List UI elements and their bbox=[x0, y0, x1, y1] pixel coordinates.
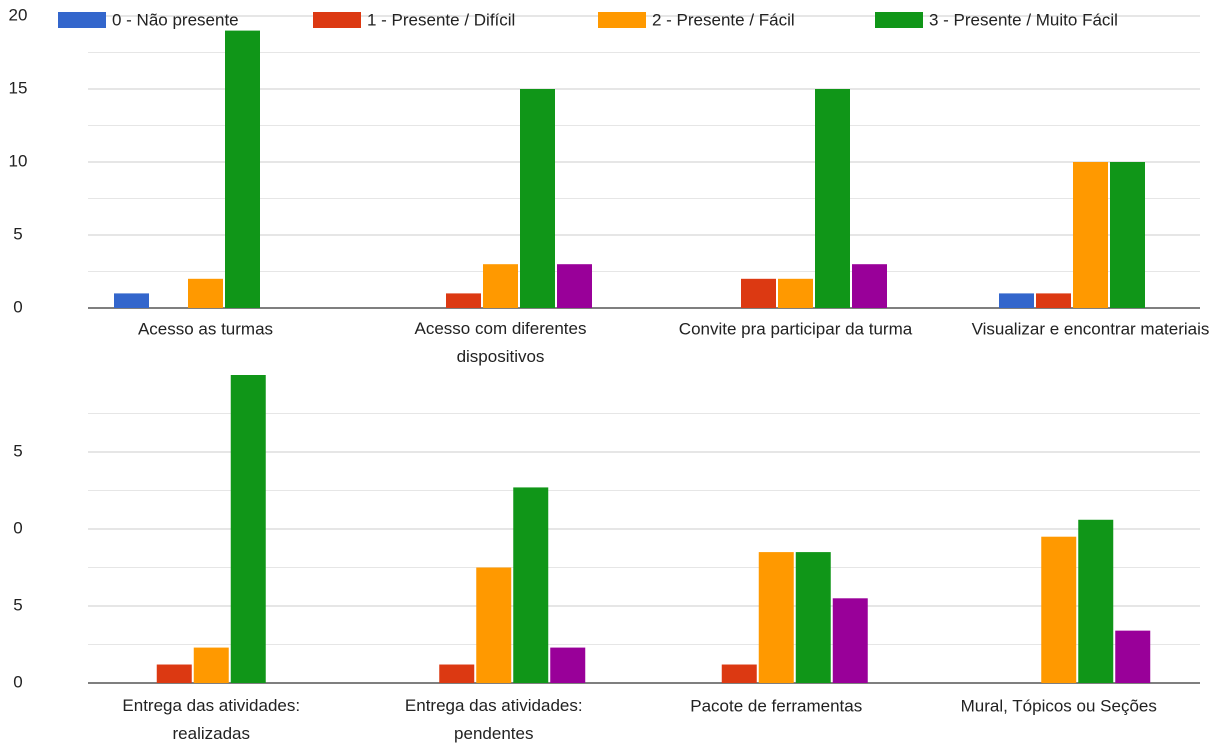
bar bbox=[520, 89, 555, 308]
bar bbox=[446, 293, 481, 308]
legend-swatch bbox=[875, 12, 923, 28]
bar bbox=[439, 664, 475, 683]
bar bbox=[741, 278, 776, 308]
bar bbox=[778, 278, 813, 308]
bar bbox=[513, 487, 549, 683]
bar bbox=[1110, 162, 1145, 308]
bar bbox=[156, 664, 192, 683]
bar bbox=[758, 552, 794, 683]
bar bbox=[1115, 630, 1151, 683]
bar bbox=[557, 264, 592, 308]
y-tick-label: 5 bbox=[13, 595, 22, 614]
x-tick-label: Convite pra participar da turma bbox=[679, 319, 913, 338]
bar bbox=[852, 264, 887, 308]
x-tick-label: Entrega das atividades: pendentes bbox=[405, 696, 583, 743]
x-tick-label: Mural, Tópicos ou Seções bbox=[961, 696, 1157, 715]
y-tick-label: 10 bbox=[9, 151, 28, 170]
y-tick-label: 0 bbox=[13, 672, 22, 691]
bar bbox=[1041, 536, 1077, 683]
bar bbox=[193, 647, 229, 683]
x-tick-label: Entrega das atividades: realizadas bbox=[122, 696, 300, 743]
bar bbox=[721, 664, 757, 683]
bar bbox=[483, 264, 518, 308]
bar bbox=[188, 278, 223, 308]
bar bbox=[476, 567, 512, 683]
legend-swatch bbox=[58, 12, 106, 28]
bar bbox=[832, 598, 868, 683]
legend-label: 2 - Presente / Fácil bbox=[652, 10, 795, 29]
bar bbox=[815, 89, 850, 308]
y-tick-label: 5 bbox=[13, 224, 22, 243]
bar bbox=[114, 293, 149, 308]
y-tick-label: 20 bbox=[9, 5, 28, 24]
bar bbox=[1078, 519, 1114, 683]
x-tick-label: Acesso as turmas bbox=[138, 319, 273, 338]
legend-label: 3 - Presente / Muito Fácil bbox=[929, 10, 1118, 29]
legend-label: 1 - Presente / Difícil bbox=[367, 10, 515, 29]
bar bbox=[225, 30, 260, 308]
y-tick-label: 0 bbox=[13, 518, 22, 537]
legend-swatch bbox=[598, 12, 646, 28]
legend-label: 0 - Não presente bbox=[112, 10, 239, 29]
x-tick-label: Visualizar e encontrar materiais bbox=[972, 319, 1210, 338]
bar bbox=[1073, 162, 1108, 308]
x-tick-label: Acesso com diferentes dispositivos bbox=[415, 319, 587, 366]
bar bbox=[795, 552, 831, 683]
bar bbox=[1036, 293, 1071, 308]
bar bbox=[999, 293, 1034, 308]
bar bbox=[550, 647, 586, 683]
y-tick-label: 5 bbox=[13, 441, 22, 460]
legend-swatch bbox=[313, 12, 361, 28]
y-tick-label: 0 bbox=[13, 297, 22, 316]
y-tick-label: 15 bbox=[9, 78, 28, 97]
bar bbox=[230, 375, 266, 683]
x-tick-label: Pacote de ferramentas bbox=[690, 696, 862, 715]
